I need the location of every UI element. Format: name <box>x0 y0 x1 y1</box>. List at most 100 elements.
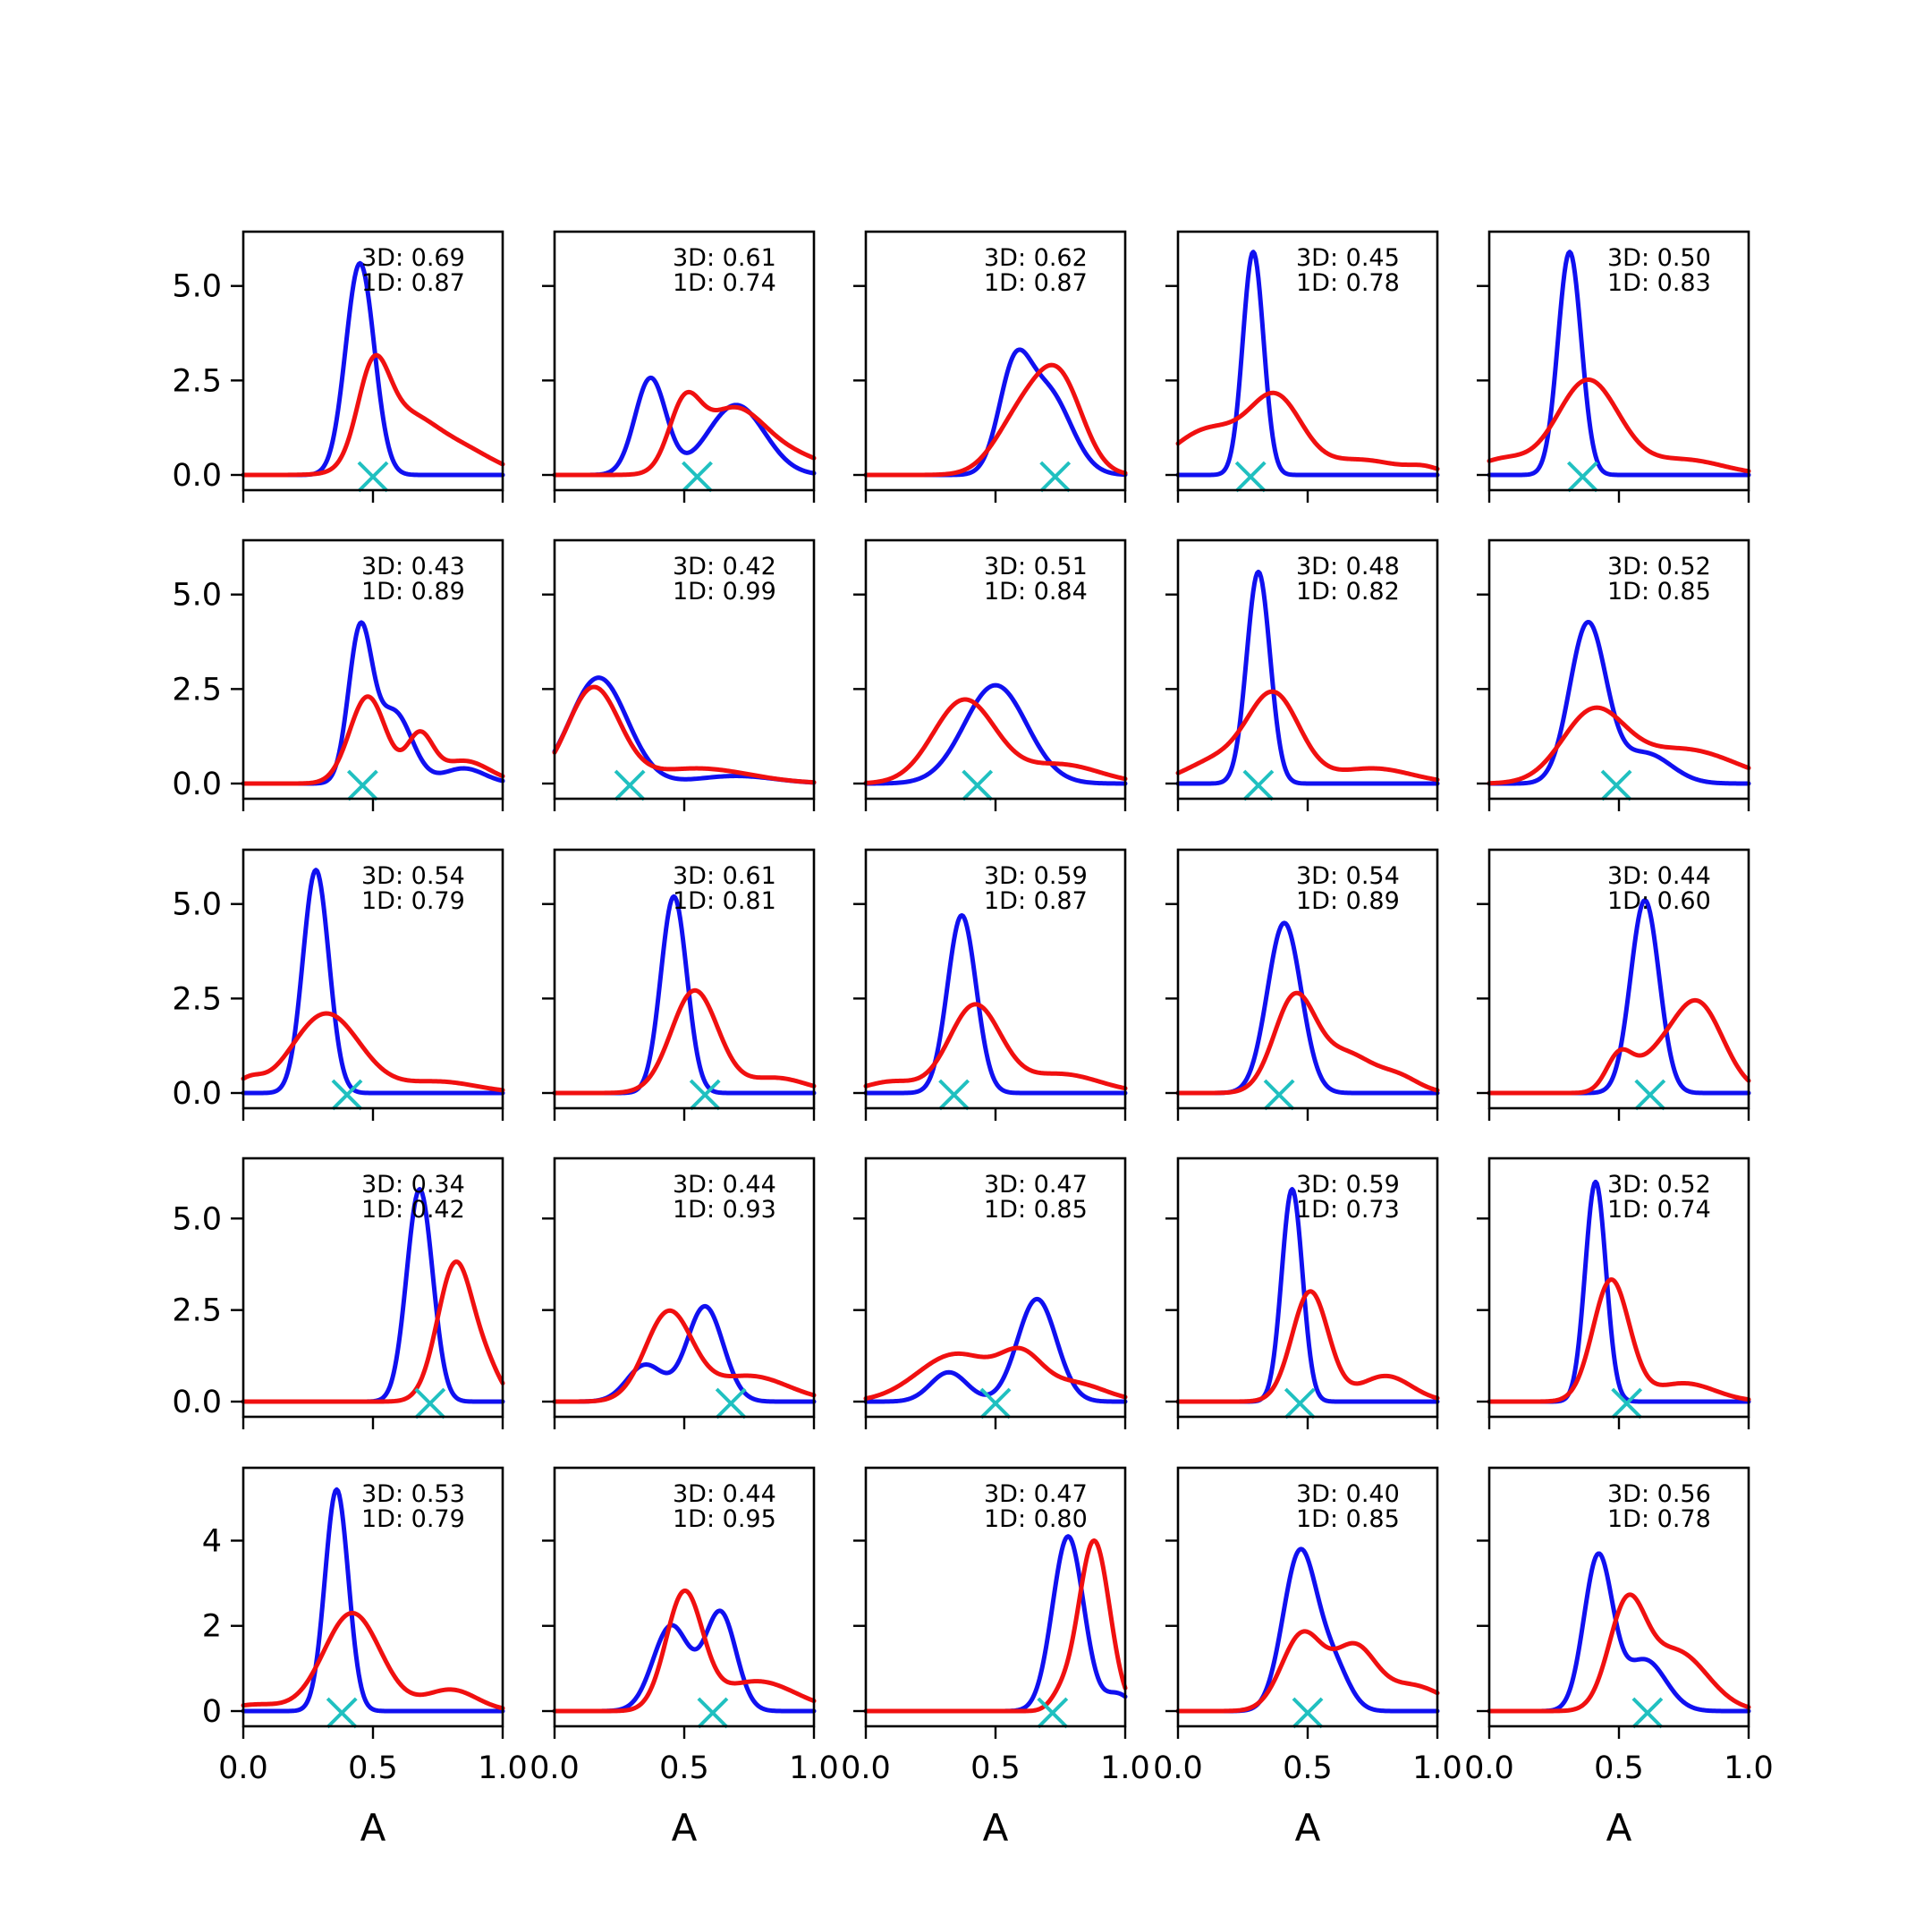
true-value-marker <box>1292 1697 1324 1729</box>
red-curve <box>552 1308 817 1404</box>
x-axis-label: A <box>1606 1806 1632 1850</box>
y-tick-label: 5.0 <box>172 269 222 305</box>
score-1d-label: 1D: 0.42 <box>361 1196 465 1224</box>
blue-curve <box>863 912 1128 1096</box>
blue-curve <box>863 347 1128 478</box>
true-value-marker <box>689 1079 721 1111</box>
red-curve <box>552 1589 817 1714</box>
score-3d-label: 3D: 0.44 <box>673 1171 776 1199</box>
red-curve <box>1175 990 1440 1096</box>
score-3d-label: 3D: 0.43 <box>361 553 465 580</box>
score-1d-label: 1D: 0.87 <box>361 269 465 297</box>
y-tick-label: 5.0 <box>172 578 222 614</box>
blue-curve <box>1487 1551 1751 1714</box>
red-curve <box>241 352 505 478</box>
score-3d-label: 3D: 0.59 <box>1296 1171 1400 1199</box>
score-1d-label: 1D: 0.89 <box>1296 887 1400 915</box>
score-3d-label: 3D: 0.53 <box>361 1480 465 1508</box>
x-tick-label: 1.0 <box>789 1750 839 1786</box>
blue-curve <box>1487 620 1751 786</box>
true-value-marker <box>357 461 389 493</box>
true-value-marker <box>715 1387 747 1419</box>
score-3d-label: 3D: 0.45 <box>1296 244 1400 272</box>
blue-curve <box>1175 920 1440 1096</box>
score-1d-label: 1D: 0.78 <box>1607 1505 1711 1533</box>
score-1d-label: 1D: 0.78 <box>1296 269 1400 297</box>
y-tick-label: 0.0 <box>172 1076 222 1112</box>
score-1d-label: 1D: 0.89 <box>361 578 465 606</box>
y-tick-label: 0 <box>202 1694 222 1730</box>
score-3d-label: 3D: 0.61 <box>673 244 776 272</box>
blue-curve <box>1487 250 1751 478</box>
blue-curve <box>1175 569 1440 786</box>
score-1d-label: 1D: 0.79 <box>361 1505 465 1533</box>
x-tick-label: 0.5 <box>659 1750 709 1786</box>
x-axis-label: A <box>360 1806 386 1850</box>
red-curve <box>241 694 505 786</box>
y-tick-label: 2.5 <box>172 981 222 1017</box>
score-1d-label: 1D: 0.79 <box>361 887 465 915</box>
red-curve <box>1175 390 1440 471</box>
blue-curve <box>863 682 1128 786</box>
x-axis-label: A <box>672 1806 698 1850</box>
score-3d-label: 3D: 0.44 <box>673 1480 776 1508</box>
blue-curve <box>552 1608 817 1714</box>
x-tick-label: 0.5 <box>970 1750 1021 1786</box>
score-1d-label: 1D: 0.82 <box>1296 578 1400 606</box>
score-1d-label: 1D: 0.85 <box>1296 1505 1400 1533</box>
true-value-marker <box>1611 1387 1643 1419</box>
score-1d-label: 1D: 0.84 <box>984 578 1088 606</box>
score-1d-label: 1D: 0.87 <box>984 887 1088 915</box>
score-3d-label: 3D: 0.56 <box>1607 1480 1711 1508</box>
x-tick-label: 1.0 <box>1100 1750 1150 1786</box>
true-value-marker <box>1037 1697 1069 1729</box>
red-curve <box>863 362 1128 478</box>
blue-curve <box>1487 897 1751 1096</box>
red-curve <box>552 684 817 785</box>
score-1d-label: 1D: 0.74 <box>1607 1196 1711 1224</box>
true-value-marker <box>1566 461 1598 493</box>
x-tick-label: 0.0 <box>1464 1750 1514 1786</box>
y-tick-label: 0.0 <box>172 1385 222 1420</box>
red-curve <box>241 1259 505 1404</box>
red-curve <box>863 1002 1128 1091</box>
true-value-marker <box>1263 1079 1295 1111</box>
true-value-marker <box>1631 1697 1664 1729</box>
x-tick-label: 0.5 <box>1594 1750 1644 1786</box>
true-value-marker <box>414 1387 446 1419</box>
x-axis-label: A <box>983 1806 1009 1850</box>
x-tick-label: 0.0 <box>218 1750 268 1786</box>
score-3d-label: 3D: 0.47 <box>984 1171 1088 1199</box>
score-1d-label: 1D: 0.95 <box>673 1505 776 1533</box>
score-3d-label: 3D: 0.61 <box>673 862 776 890</box>
red-curve <box>552 987 817 1096</box>
score-1d-label: 1D: 0.85 <box>984 1196 1088 1224</box>
score-3d-label: 3D: 0.40 <box>1296 1480 1400 1508</box>
true-value-marker <box>1242 769 1275 801</box>
score-3d-label: 3D: 0.48 <box>1296 553 1400 580</box>
red-curve <box>241 1011 505 1093</box>
score-3d-label: 3D: 0.54 <box>361 862 465 890</box>
score-1d-label: 1D: 0.87 <box>984 269 1088 297</box>
score-1d-label: 1D: 0.60 <box>1607 887 1711 915</box>
score-1d-label: 1D: 0.99 <box>673 578 776 606</box>
x-tick-label: 0.0 <box>1153 1750 1203 1786</box>
true-value-marker <box>346 769 378 801</box>
x-tick-label: 1.0 <box>478 1750 528 1786</box>
true-value-marker <box>1600 769 1632 801</box>
x-tick-label: 1.0 <box>1724 1750 1774 1786</box>
x-tick-label: 0.0 <box>841 1750 891 1786</box>
red-curve <box>241 1610 505 1711</box>
blue-curve <box>1175 250 1440 478</box>
